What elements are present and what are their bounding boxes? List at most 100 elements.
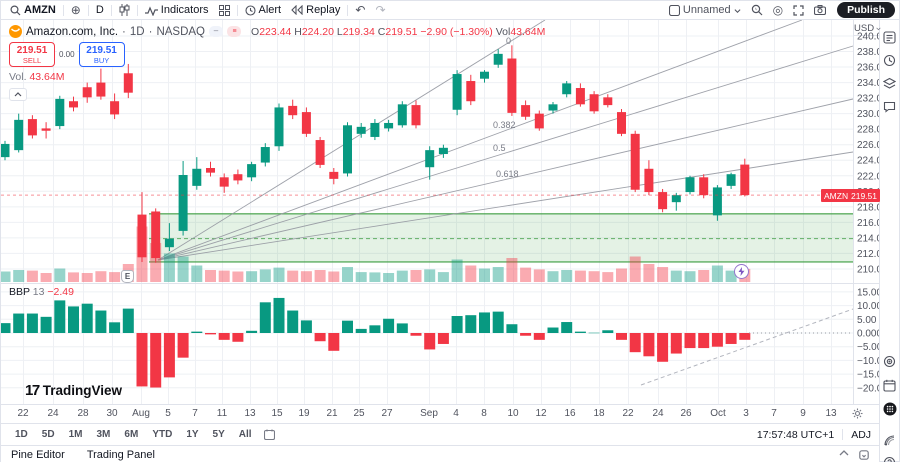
bbp-bar[interactable]: [410, 333, 422, 336]
range-1y[interactable]: 1Y: [186, 429, 199, 440]
legend-interval[interactable]: 1D: [129, 25, 145, 38]
candle-body[interactable]: [274, 107, 284, 147]
candle-body[interactable]: [260, 147, 270, 163]
bbp-bar[interactable]: [424, 333, 436, 350]
calendar-icon[interactable]: [883, 379, 897, 393]
candle-body[interactable]: [575, 88, 585, 105]
bbp-bar[interactable]: [739, 333, 751, 340]
streams-signal-icon[interactable]: [883, 434, 897, 448]
candle-body[interactable]: [493, 53, 503, 65]
event-lightning-marker[interactable]: [734, 264, 749, 279]
candle-body[interactable]: [658, 192, 668, 210]
fullscreen-button[interactable]: [788, 3, 809, 18]
candle-body[interactable]: [110, 101, 120, 115]
bbp-bar[interactable]: [314, 333, 326, 342]
bbp-bar[interactable]: [259, 302, 271, 333]
go-to-date-button[interactable]: [263, 429, 275, 440]
candle-body[interactable]: [343, 125, 352, 174]
candle-body[interactable]: [41, 128, 51, 131]
bbp-bar[interactable]: [520, 333, 532, 336]
candle-body[interactable]: [370, 122, 380, 137]
bbp-bar[interactable]: [328, 333, 340, 351]
watchlist-icon[interactable]: [883, 31, 897, 45]
bbp-bar[interactable]: [396, 323, 408, 333]
candle-body[interactable]: [712, 187, 722, 216]
bbp-bar[interactable]: [287, 310, 299, 333]
candle-body[interactable]: [82, 87, 92, 98]
bbp-bar[interactable]: [684, 333, 696, 349]
bbp-bar[interactable]: [698, 333, 710, 349]
object-tree-icon[interactable]: [883, 77, 897, 91]
chart-style-button[interactable]: [114, 3, 135, 18]
range-5y[interactable]: 5Y: [212, 429, 225, 440]
bbp-bar[interactable]: [492, 311, 504, 333]
candle-body[interactable]: [55, 98, 65, 127]
clock[interactable]: 17:57:48 UTC+1: [756, 428, 835, 441]
bbp-indicator-legend[interactable]: BBP 13 −2.49: [9, 286, 74, 298]
bbp-bar[interactable]: [437, 333, 449, 344]
range-5d[interactable]: 5D: [41, 429, 55, 440]
candle-body[interactable]: [329, 171, 339, 179]
chart-canvas[interactable]: 0 0.382 0.5 0.618 240.00 238.00 236.00 234.00 23…: [1, 20, 881, 404]
candle-body[interactable]: [151, 211, 161, 259]
candle-body[interactable]: [192, 168, 202, 186]
bbp-bar[interactable]: [574, 331, 586, 333]
candle-body[interactable]: [562, 83, 572, 95]
range-3m[interactable]: 3M: [96, 429, 111, 440]
candle-body[interactable]: [617, 112, 626, 134]
bbp-bar[interactable]: [191, 331, 203, 333]
bbp-bar[interactable]: [232, 333, 244, 342]
bbp-bar[interactable]: [725, 333, 737, 344]
candle-body[interactable]: [438, 147, 448, 155]
candle-body[interactable]: [96, 82, 106, 97]
bbp-trendline[interactable]: [640, 308, 854, 386]
fib-fan-line[interactable]: [157, 20, 803, 261]
bbp-bar[interactable]: [451, 316, 463, 333]
range-1m[interactable]: 1M: [68, 429, 83, 440]
help-icon[interactable]: [883, 456, 897, 462]
candle-body[interactable]: [288, 105, 298, 116]
bbp-bar[interactable]: [506, 324, 518, 333]
symbol-search-button[interactable]: AMZN: [5, 3, 61, 18]
bbp-bar[interactable]: [150, 333, 162, 388]
bbp-bar[interactable]: [122, 308, 134, 333]
bbp-bar[interactable]: [588, 332, 600, 334]
time-axis[interactable]: 22 24 28 30 Aug 5 7 11 13 15 19 21 25 27 Sep 4 8 10 12 16 18…: [1, 404, 880, 423]
candle-body[interactable]: [397, 104, 407, 126]
replay-button[interactable]: Replay: [286, 3, 345, 18]
bbp-bar[interactable]: [40, 316, 52, 333]
fib-fan-line[interactable]: [157, 45, 854, 261]
candle-body[interactable]: [548, 104, 558, 111]
candle-body[interactable]: [137, 214, 147, 258]
bbp-bar[interactable]: [533, 333, 545, 340]
candle-body[interactable]: [1, 143, 10, 158]
bbp-bar[interactable]: [26, 313, 38, 333]
bbp-bar[interactable]: [218, 333, 230, 340]
chat-icon[interactable]: [883, 100, 897, 114]
range-all[interactable]: All: [238, 429, 252, 440]
adjusted-toggle[interactable]: ADJ: [851, 428, 872, 441]
tab-pine-editor[interactable]: Pine Editor: [11, 448, 65, 461]
bbp-bar[interactable]: [561, 322, 573, 333]
bbp-bar[interactable]: [342, 320, 353, 333]
legend-symbol-name[interactable]: Amazon.com, Inc.: [26, 25, 119, 38]
bbp-bar[interactable]: [657, 333, 669, 362]
candle-body[interactable]: [247, 164, 257, 178]
time-axis-settings-button[interactable]: [852, 408, 863, 422]
bbp-bar[interactable]: [1, 323, 11, 333]
indicator-templates-button[interactable]: [214, 3, 235, 18]
settings-button[interactable]: ◎: [768, 3, 788, 18]
bbp-bar[interactable]: [68, 306, 79, 333]
bbp-bar[interactable]: [13, 313, 25, 333]
candle-body[interactable]: [315, 140, 325, 165]
candle-body[interactable]: [603, 97, 613, 106]
bbp-bar[interactable]: [163, 333, 175, 378]
indicators-button[interactable]: Indicators: [140, 3, 214, 18]
bbp-bar[interactable]: [246, 330, 258, 333]
currency-dropdown[interactable]: USD: [854, 21, 881, 35]
bbp-bar[interactable]: [109, 322, 121, 333]
bbp-bar[interactable]: [602, 330, 614, 333]
bbp-bar[interactable]: [711, 333, 723, 347]
undo-button[interactable]: ↶: [350, 3, 370, 18]
candle-body[interactable]: [507, 58, 517, 113]
